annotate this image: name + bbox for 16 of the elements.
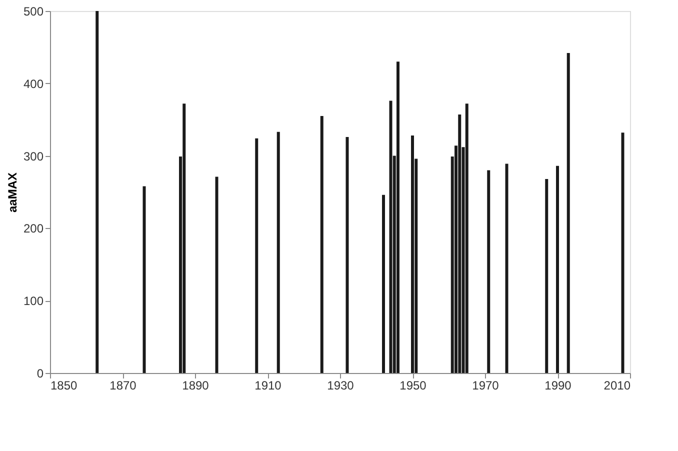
y-tick-label: 300	[23, 149, 44, 164]
x-tick-label: 1910	[254, 378, 282, 392]
x-tick-label: 1870	[110, 378, 137, 392]
x-tick-label: 2010	[604, 378, 631, 392]
y-tick-label: 100	[23, 294, 44, 308]
y-tick-label: 200	[23, 222, 44, 236]
y-tick-label: 500	[23, 4, 44, 18]
x-tick-label: 1930	[327, 378, 354, 392]
x-tick-label: 1890	[182, 378, 210, 392]
x-tick-label: 1950	[400, 378, 427, 392]
x-tick-label: 1990	[544, 378, 572, 392]
y-axis-title: aaMAX	[5, 172, 20, 213]
x-tick-label: 1850	[50, 378, 78, 392]
y-tick-label: 0	[36, 366, 44, 380]
x-tick-label: 1970	[472, 378, 500, 392]
y-tick-label: 400	[23, 76, 44, 91]
